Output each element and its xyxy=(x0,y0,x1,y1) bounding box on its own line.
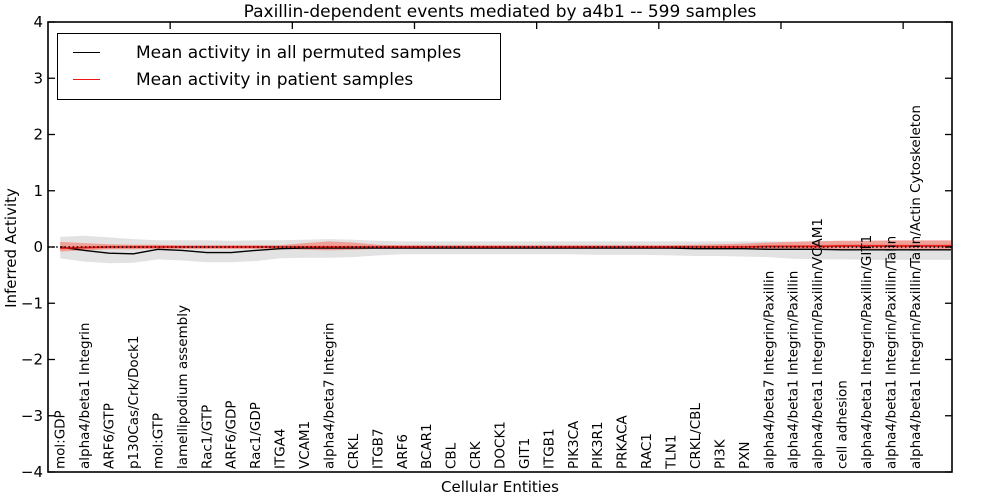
x-category-label: CRKL/CBL xyxy=(688,403,704,469)
x-category-label: RAC1 xyxy=(639,433,655,469)
x-category-label: PRKACA xyxy=(615,414,631,469)
x-category-label: ARF6 xyxy=(395,434,411,469)
y-tick-label: −2 xyxy=(21,351,43,369)
y-tick-label: 3 xyxy=(33,69,43,87)
x-category-label: PIK3R1 xyxy=(590,421,606,469)
x-category-label: alpha4/beta1 Integrin/Paxillin/Talin/Act… xyxy=(908,105,924,469)
x-category-label: Rac1/GDP xyxy=(248,402,264,469)
x-category-label: PXN xyxy=(737,442,753,470)
x-category-label: lamellipodium assembly xyxy=(175,305,191,469)
x-category-label: ITGB1 xyxy=(541,428,557,469)
x-category-label: alpha4/beta1 Integrin/Paxillin/GIT1 xyxy=(859,235,875,469)
x-category-label: PI3K xyxy=(712,438,728,469)
y-tick-label: 2 xyxy=(33,126,43,144)
x-category-label: alpha4/beta1 Integrin/Paxillin/VCAM1 xyxy=(810,218,826,469)
permuted-mean-line xyxy=(60,246,951,255)
x-category-label: ARF6/GDP xyxy=(224,400,240,469)
x-category-label: p130Cas/Crk/Dock1 xyxy=(126,336,142,469)
x-category-label: CRK xyxy=(468,440,484,469)
x-category-label: mol:GDP xyxy=(53,410,69,469)
y-tick-label: 0 xyxy=(33,238,43,256)
x-axis-label: Cellular Entities xyxy=(441,478,559,496)
x-category-label: cell adhesion xyxy=(835,380,851,469)
legend-item-patient: Mean activity in patient samples xyxy=(58,66,500,93)
x-category-label: DOCK1 xyxy=(493,421,509,469)
y-tick-label: −1 xyxy=(21,294,43,312)
x-category-label: ARF6/GTP xyxy=(102,403,118,469)
legend-item-permuted: Mean activity in all permuted samples xyxy=(58,39,500,66)
y-tick-label: −3 xyxy=(21,407,43,425)
x-category-label: mol:GTP xyxy=(150,413,166,469)
x-category-label: alpha4/beta1 Integrin xyxy=(77,323,93,469)
x-category-label: Rac1/GTP xyxy=(199,405,215,469)
red-line-swatch-icon xyxy=(73,79,100,80)
black-line-swatch-icon xyxy=(73,52,100,53)
chart-title: Paxillin-dependent events mediated by a4… xyxy=(243,2,757,22)
y-tick-label: −4 xyxy=(21,463,43,481)
legend-label: Mean activity in patient samples xyxy=(136,69,414,90)
y-tick-label: 4 xyxy=(33,13,43,31)
legend: Mean activity in all permuted samples Me… xyxy=(57,33,501,100)
x-category-label: alpha4/beta7 Integrin xyxy=(321,323,337,469)
x-category-label: PIK3CA xyxy=(566,420,582,469)
x-category-label: ITGA4 xyxy=(273,428,289,469)
x-category-label: BCAR1 xyxy=(419,423,435,469)
x-category-label: alpha4/beta7 Integrin/Paxillin xyxy=(761,271,777,469)
x-category-label: ITGB7 xyxy=(370,428,386,469)
x-category-label: VCAM1 xyxy=(297,421,313,469)
y-tick-label: 1 xyxy=(33,182,43,200)
x-category-label: TLN1 xyxy=(664,435,680,470)
x-category-label: alpha4/beta1 Integrin/Paxillin xyxy=(786,271,802,469)
permuted-std-band xyxy=(60,235,951,264)
x-category-label: CBL xyxy=(444,442,460,469)
x-category-label: CRKL xyxy=(346,433,362,469)
x-category-label: alpha4/beta1 Integrin/Paxillin/Talin xyxy=(883,236,899,469)
legend-label: Mean activity in all permuted samples xyxy=(136,42,462,63)
x-category-label: GIT1 xyxy=(517,438,533,469)
